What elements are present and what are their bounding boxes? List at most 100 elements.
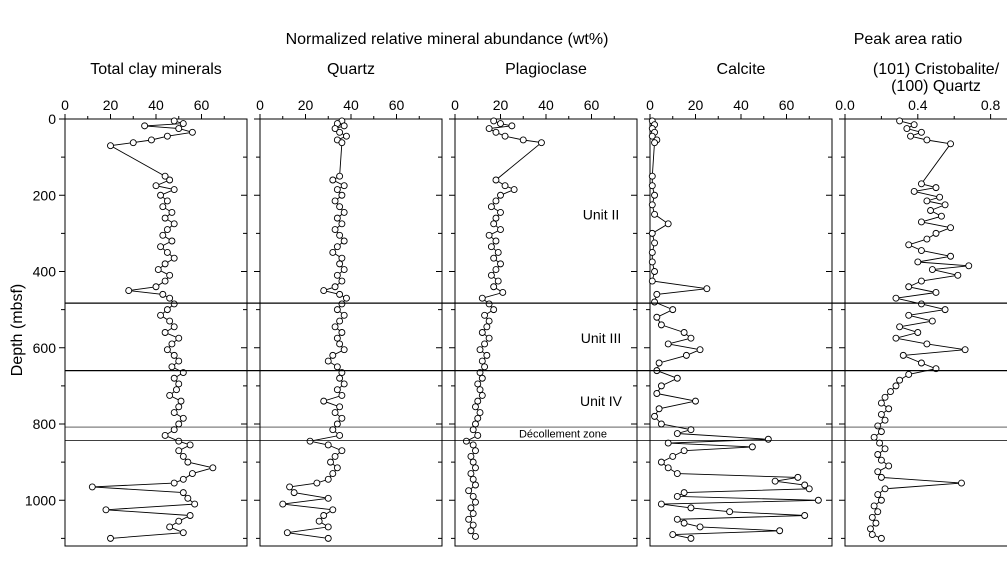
- x-tick-label: 0.4: [908, 97, 928, 113]
- data-point: [776, 527, 784, 535]
- data-point: [340, 182, 348, 190]
- data-point: [186, 512, 194, 519]
- data-point: [290, 489, 298, 497]
- data-point: [664, 220, 672, 228]
- panel-2: Plagioclase 0 20 40 60: [449, 61, 638, 547]
- data-point: [163, 248, 171, 256]
- data-point: [179, 414, 187, 422]
- data-point: [472, 420, 479, 428]
- data-point: [166, 523, 174, 531]
- data-point: [472, 481, 479, 489]
- data-point: [467, 470, 475, 478]
- data-point: [331, 452, 339, 460]
- data-point: [892, 382, 900, 390]
- data-point: [333, 464, 341, 472]
- data-point: [657, 500, 665, 508]
- data-point: [333, 214, 341, 222]
- data-point: [102, 506, 110, 514]
- data-point: [340, 122, 348, 130]
- data-point: [490, 283, 498, 291]
- data-point: [687, 504, 695, 512]
- panel-title: Quartz: [327, 61, 375, 78]
- data-point: [161, 172, 169, 180]
- data-point: [954, 271, 962, 279]
- right-panel-super-title: Peak area ratio: [854, 31, 963, 48]
- data-point: [184, 494, 192, 502]
- data-point: [329, 248, 337, 256]
- data-point: [333, 306, 341, 314]
- data-point: [492, 214, 500, 222]
- data-point: [462, 437, 470, 445]
- data-point: [465, 487, 473, 495]
- data-point: [166, 176, 174, 184]
- data-point: [932, 184, 940, 192]
- data-point: [336, 290, 344, 298]
- data-point: [329, 351, 337, 359]
- data-point: [320, 512, 328, 519]
- data-point: [657, 321, 665, 329]
- data-point: [885, 462, 893, 470]
- data-point: [923, 197, 931, 205]
- data-point: [748, 443, 756, 451]
- data-point: [490, 220, 498, 228]
- panel-title: Calcite: [717, 61, 766, 78]
- data-point: [494, 248, 502, 256]
- data-point: [910, 187, 918, 195]
- data-point: [469, 426, 477, 434]
- data-point: [324, 523, 332, 531]
- data-point: [651, 298, 658, 306]
- data-point: [917, 300, 925, 308]
- data-point: [336, 340, 344, 348]
- data-point: [152, 283, 160, 291]
- data-point: [306, 437, 314, 445]
- data-point: [485, 231, 493, 239]
- data-point: [538, 139, 545, 147]
- data-point: [324, 441, 332, 449]
- data-point: [336, 172, 344, 180]
- data-point: [703, 285, 711, 293]
- panel-title: Plagioclase: [505, 61, 587, 78]
- data-point: [914, 329, 922, 336]
- data-point: [286, 483, 294, 491]
- data-point: [163, 306, 171, 314]
- data-point: [336, 260, 344, 268]
- data-point: [874, 422, 882, 430]
- data-point: [651, 268, 658, 275]
- unit-annotation: Décollement zone: [519, 429, 607, 441]
- data-point: [154, 266, 162, 274]
- data-point: [492, 237, 500, 245]
- data-point: [887, 388, 894, 396]
- data-point: [673, 515, 681, 523]
- data-point: [870, 433, 878, 441]
- data-point: [161, 431, 169, 439]
- data-point: [801, 512, 809, 519]
- data-point: [673, 492, 681, 500]
- data-point: [107, 534, 114, 542]
- data-point: [329, 506, 337, 514]
- data-point: [877, 399, 885, 407]
- data-point: [881, 416, 889, 424]
- panel-frame: [259, 118, 443, 547]
- data-point: [338, 139, 346, 147]
- data-point: [481, 363, 489, 371]
- data-point: [161, 277, 169, 285]
- data-point: [338, 277, 346, 285]
- data-point: [669, 531, 677, 539]
- x-tick-label: 60: [389, 97, 405, 113]
- data-point: [682, 351, 690, 359]
- data-point: [492, 197, 500, 205]
- data-point: [333, 363, 341, 371]
- data-point: [329, 470, 337, 478]
- x-tick-label: 0: [646, 97, 654, 113]
- data-point: [324, 534, 332, 542]
- unit-annotation: Unit IV: [580, 393, 623, 409]
- data-point: [166, 271, 174, 279]
- data-point: [340, 208, 348, 216]
- data-point: [161, 260, 169, 268]
- data-point: [492, 176, 500, 184]
- data-point: [947, 140, 955, 148]
- data-point: [331, 323, 339, 331]
- data-point: [469, 458, 477, 466]
